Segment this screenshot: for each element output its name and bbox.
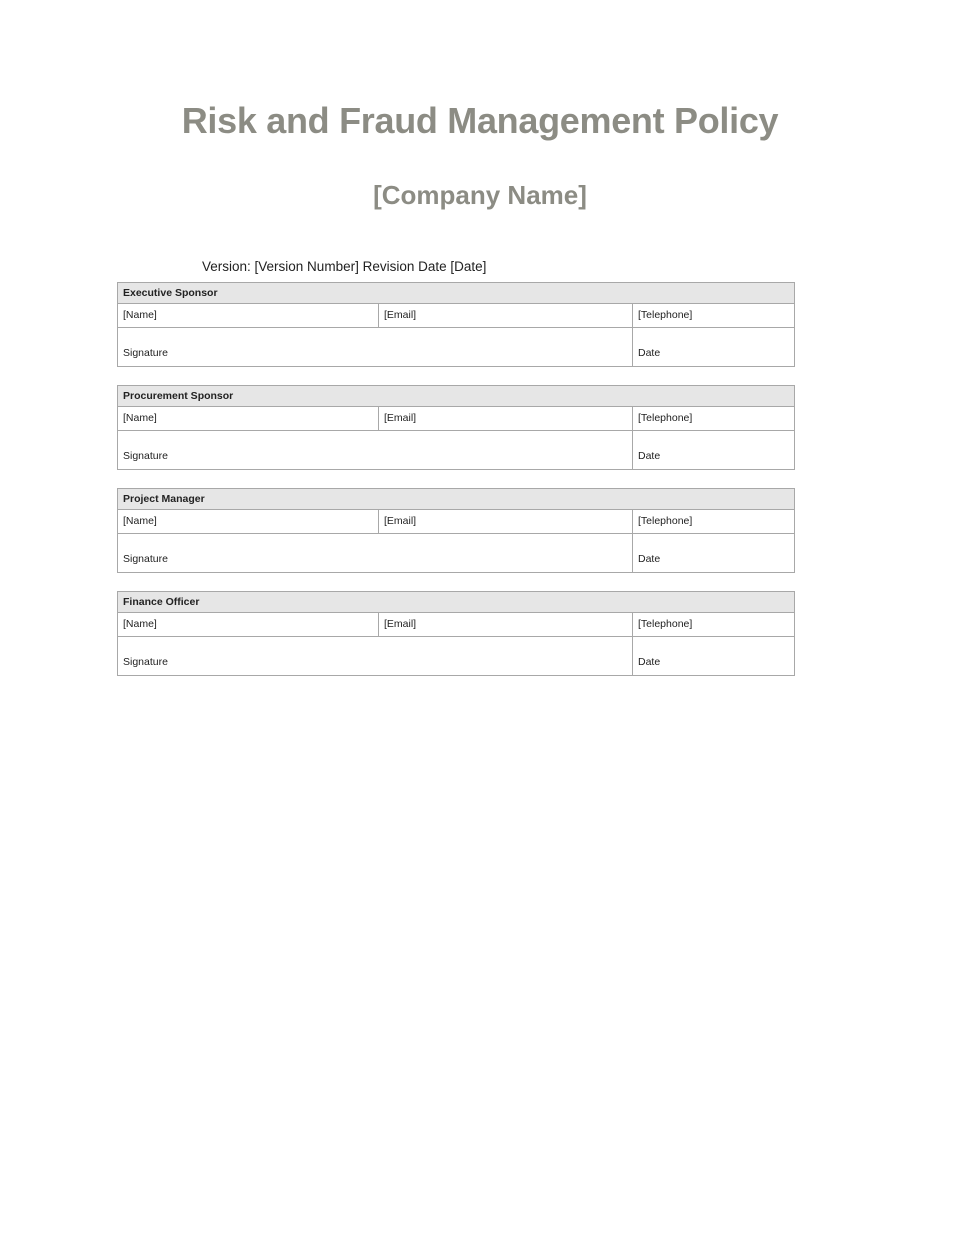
date-field[interactable]: Date: [638, 553, 661, 565]
signature-field[interactable]: Signature: [118, 637, 633, 675]
company-name: [Company Name]: [373, 180, 587, 210]
contact-row: [Name] [Email] [Telephone]: [118, 510, 794, 534]
telephone-field[interactable]: [Telephone]: [638, 309, 693, 321]
contact-row: [Name] [Email] [Telephone]: [118, 407, 794, 431]
signature-row: Signature Date: [118, 637, 794, 675]
signature-row: Signature Date: [118, 328, 794, 366]
document-title: Risk and Fraud Management Policy: [181, 100, 779, 141]
email-field[interactable]: [Email]: [379, 407, 633, 430]
role-header: Procurement Sponsor: [118, 386, 794, 407]
date-field[interactable]: Date: [638, 450, 661, 462]
telephone-field[interactable]: [Telephone]: [638, 412, 693, 424]
signature-field[interactable]: Signature: [118, 431, 633, 469]
signature-row: Signature Date: [118, 431, 794, 469]
email-field[interactable]: [Email]: [379, 613, 633, 636]
date-field[interactable]: Date: [638, 656, 661, 668]
role-header: Executive Sponsor: [118, 283, 794, 304]
signature-field[interactable]: Signature: [118, 328, 633, 366]
name-field[interactable]: [Name]: [118, 613, 379, 636]
signature-row: Signature Date: [118, 534, 794, 572]
date-field[interactable]: Date: [638, 347, 661, 359]
telephone-field[interactable]: [Telephone]: [638, 515, 693, 527]
contact-row: [Name] [Email] [Telephone]: [118, 304, 794, 328]
signoff-table: Finance Officer [Name] [Email] [Telephone] S…: [117, 591, 795, 676]
signoff-table: Project Manager [Name] [Email] [Telephone] S…: [117, 488, 795, 573]
signoff-table: Procurement Sponsor [Name] [Email] [Telepho…: [117, 385, 795, 470]
email-field[interactable]: [Email]: [379, 304, 633, 327]
email-field[interactable]: [Email]: [379, 510, 633, 533]
telephone-field[interactable]: [Telephone]: [638, 618, 693, 630]
role-header: Project Manager: [118, 489, 794, 510]
signature-field[interactable]: Signature: [118, 534, 633, 572]
name-field[interactable]: [Name]: [118, 510, 379, 533]
signoff-table: Executive Sponsor [Name] [Email] [Telephone…: [117, 282, 795, 367]
version-line: Version: [Version Number] Revision Date …: [202, 259, 487, 274]
name-field[interactable]: [Name]: [118, 304, 379, 327]
contact-row: [Name] [Email] [Telephone]: [118, 613, 794, 637]
role-header: Finance Officer: [118, 592, 794, 613]
name-field[interactable]: [Name]: [118, 407, 379, 430]
